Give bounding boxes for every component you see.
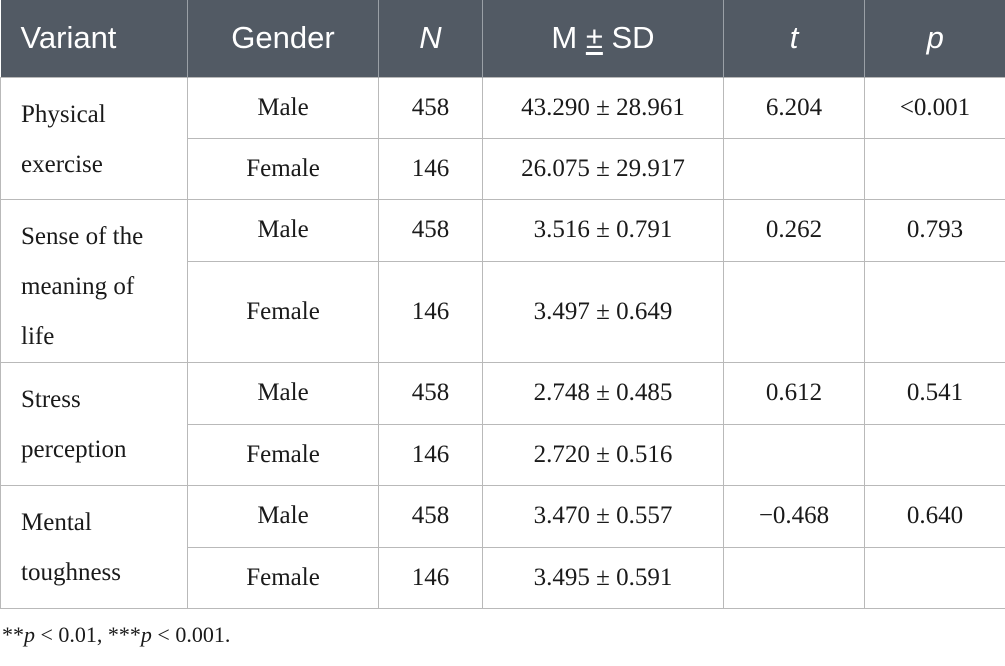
variant-cell: Physical exercise (0, 76, 188, 200)
t-cell-empty (723, 260, 865, 363)
p-cell: 0.793 (864, 198, 1005, 262)
p-cell-empty (864, 546, 1005, 609)
mean-sd-cell: 3.497 ± 0.649 (482, 260, 724, 363)
header-t: t (723, 0, 865, 77)
mean-sd-cell: 3.495 ± 0.591 (482, 546, 724, 609)
n-cell: 458 (378, 361, 483, 425)
header-row: Variant Gender N M ± SD t p (0, 0, 1005, 77)
table-row: Physical exercise Male 458 43.290 ± 28.9… (0, 76, 1005, 200)
variant-cell: Mental toughness (0, 484, 188, 609)
t-cell: −0.468 (723, 484, 865, 548)
footnote-p-2: p (140, 622, 152, 647)
header-mean-sd-m: M (551, 20, 586, 56)
n-cell: 146 (378, 423, 483, 486)
mean-sd-cell: 3.470 ± 0.557 (482, 484, 724, 548)
p-cell: <0.001 (864, 76, 1005, 139)
gender-cell: Female (187, 260, 379, 363)
n-cell: 146 (378, 137, 483, 200)
statistics-table: Variant Gender N M ± SD t p Physical exe… (0, 0, 1005, 609)
gender-cell: Female (187, 546, 379, 609)
p-cell-empty (864, 423, 1005, 486)
n-cell: 458 (378, 76, 483, 139)
p-cell: 0.640 (864, 484, 1005, 548)
table-row: Female 146 3.495 ± 0.591 (1, 546, 1005, 609)
t-cell: 0.262 (723, 198, 865, 262)
table-row: Female 146 2.720 ± 0.516 (1, 423, 1005, 486)
n-cell: 458 (378, 484, 483, 548)
footnote-text-2: < 0.001. (151, 622, 231, 647)
gender-cell: Female (187, 137, 379, 200)
table-container: Variant Gender N M ± SD t p Physical exe… (0, 0, 1005, 609)
table-row: Mental toughness Male 458 3.470 ± 0.557 … (0, 484, 1005, 609)
table-row: Female 146 3.497 ± 0.649 (1, 260, 1005, 363)
n-cell: 146 (378, 260, 483, 363)
n-cell: 458 (378, 198, 483, 262)
gender-cell: Female (187, 423, 379, 486)
table-row: Stress perception Male 458 2.748 ± 0.485… (0, 361, 1005, 486)
t-cell-empty (723, 546, 865, 609)
gender-cell: Male (187, 361, 379, 425)
variant-cell: Sense of the meaning of life (0, 198, 188, 363)
header-p: p (864, 0, 1005, 77)
mean-sd-cell: 26.075 ± 29.917 (482, 137, 724, 200)
n-cell: 146 (378, 546, 483, 609)
variant-cell: Stress perception (0, 361, 188, 486)
header-variant: Variant (20, 20, 117, 56)
p-cell: 0.541 (864, 361, 1005, 425)
header-gender: Gender (187, 0, 379, 77)
header-mean-sd-sd: SD (602, 20, 655, 56)
t-cell: 6.204 (723, 76, 865, 139)
gender-cell: Male (187, 198, 379, 262)
table-footnote: **p < 0.01, ***p < 0.001. (2, 622, 230, 648)
footnote-stars-1: ** (2, 622, 24, 647)
footnote-p-1: p (24, 622, 35, 647)
t-cell: 0.612 (723, 361, 865, 425)
t-cell-empty (723, 423, 865, 486)
header-n: N (378, 0, 483, 77)
gender-cell: Male (187, 484, 379, 548)
footnote-text-1: < 0.01, (35, 622, 108, 647)
mean-sd-cell: 2.720 ± 0.516 (482, 423, 724, 486)
p-cell-empty (864, 137, 1005, 200)
mean-sd-cell: 43.290 ± 28.961 (482, 76, 724, 139)
mean-sd-cell: 2.748 ± 0.485 (482, 361, 724, 425)
gender-cell: Male (187, 76, 379, 139)
table-row: Sense of the meaning of life Male 458 3.… (0, 198, 1005, 363)
t-cell-empty (723, 137, 865, 200)
mean-sd-cell: 3.516 ± 0.791 (482, 198, 724, 262)
footnote-stars-2: *** (107, 622, 141, 647)
header-mean-sd: M ± SD (482, 0, 724, 77)
header-mean-sd-pm: ± (585, 20, 603, 56)
p-cell-empty (864, 260, 1005, 363)
